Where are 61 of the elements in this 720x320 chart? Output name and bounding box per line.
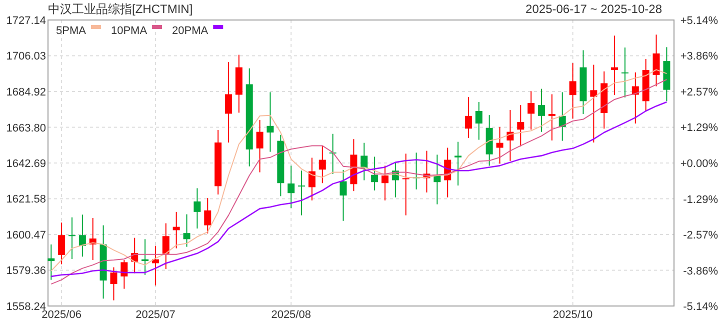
candlestick xyxy=(68,216,76,260)
candlestick xyxy=(538,88,545,132)
candlestick xyxy=(308,157,316,201)
y-tick-label: 1706.03 xyxy=(6,50,46,63)
candlestick xyxy=(611,35,618,96)
y2-tick-label: -3.86% xyxy=(683,265,718,278)
x-tick-label: 2025/10 xyxy=(552,309,593,320)
legend-label: 10PMA xyxy=(110,25,148,37)
y-tick-label: 1663.80 xyxy=(6,122,46,134)
candlestick xyxy=(360,142,368,181)
y2-tick-label: -1.29% xyxy=(683,194,718,206)
chart-title: 中汉工业品综指[ZHCTMIN] xyxy=(48,2,193,16)
candlestick xyxy=(621,47,628,98)
candlestick xyxy=(120,260,128,290)
candlestick xyxy=(381,165,388,201)
candlestick xyxy=(569,62,576,120)
y2-tick-label: +1.29% xyxy=(680,122,718,134)
candlestick xyxy=(58,222,66,265)
candlestick xyxy=(548,94,556,141)
candlestick xyxy=(402,153,410,216)
y-tick-label: 1621.58 xyxy=(6,194,46,206)
candlestick xyxy=(256,119,264,173)
candlestick xyxy=(266,92,274,152)
x-tick-label: 2025/08 xyxy=(271,309,311,320)
candlestick xyxy=(454,141,462,186)
candlestick xyxy=(496,126,504,164)
y-tick-label: 1684.92 xyxy=(6,86,46,98)
y2-tick-label: +5.14% xyxy=(680,15,718,27)
candlestick xyxy=(48,244,55,280)
candlestick xyxy=(78,214,86,258)
candlestick xyxy=(110,266,118,301)
candlestick xyxy=(340,169,347,222)
candlestick xyxy=(517,104,524,147)
legend-label: 5PMA xyxy=(56,25,87,37)
x-tick-label: 2025/07 xyxy=(136,309,176,320)
y-tick-label: 1642.69 xyxy=(6,158,46,170)
candlestick xyxy=(183,214,190,248)
candlestick xyxy=(475,102,482,140)
y2-tick-label: +2.57% xyxy=(680,86,718,98)
candlestick xyxy=(194,188,201,230)
candlestick xyxy=(371,156,378,191)
candlestick xyxy=(298,170,306,216)
candlestick xyxy=(162,222,170,270)
y-tick-label: 1579.36 xyxy=(6,265,46,278)
y-tick-label: 1727.14 xyxy=(6,15,46,27)
legend-label: 20PMA xyxy=(172,25,209,37)
y2-tick-label: +3.86% xyxy=(680,50,718,63)
candlestick xyxy=(590,64,598,143)
candlestick xyxy=(464,96,472,138)
y2-tick-label: -5.14% xyxy=(683,301,718,313)
candlestick xyxy=(224,62,232,143)
y2-tick-label: +0.00% xyxy=(680,158,718,170)
candlestick xyxy=(204,198,212,234)
candlestick xyxy=(528,90,535,130)
candlestick xyxy=(318,145,326,184)
x-tick-label: 2025/06 xyxy=(42,309,82,320)
chart-subtitle: 2025-06-17 ~ 2025-10-28 xyxy=(526,2,662,16)
y2-tick-label: -2.57% xyxy=(683,230,718,242)
candlestick xyxy=(652,34,660,87)
y-tick-label: 1600.47 xyxy=(6,229,46,242)
candlestick xyxy=(288,165,295,209)
